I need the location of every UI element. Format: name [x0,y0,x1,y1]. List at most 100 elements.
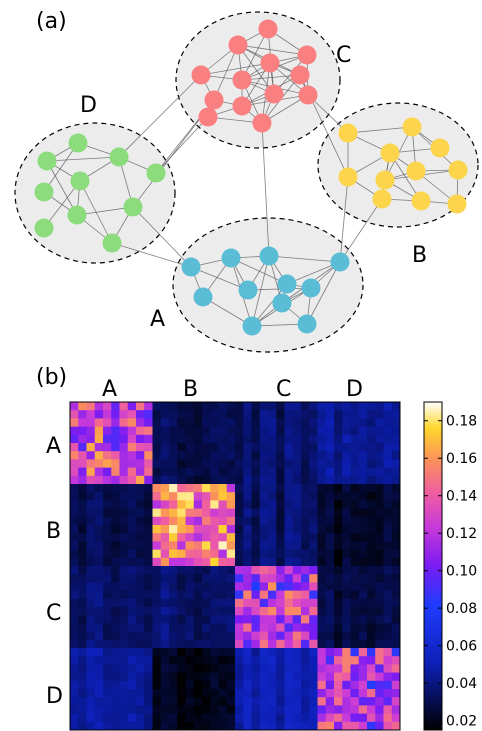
heatmap-cell [169,598,178,608]
heatmap-cell [218,689,228,698]
heatmap-cell [78,615,87,624]
heatmap-cell [177,508,186,518]
heatmap-cell [94,549,104,559]
heatmap-cell [325,648,335,657]
heatmap-cell [202,721,211,731]
heatmap-cell [251,410,261,419]
heatmap-cell [276,426,285,436]
edge [268,255,341,263]
heatmap-cell [292,680,302,690]
heatmap-cell [276,574,285,583]
heatmap-cell [342,672,351,682]
heatmap-cell [235,549,244,559]
community-c-label: C [336,43,351,68]
heatmap-cell [325,500,335,509]
heatmap-cell [218,451,228,460]
heatmap-cell [350,664,360,673]
heatmap-cell [70,418,79,427]
heatmap-cell [185,590,195,600]
heatmap-cell [152,598,162,608]
edge [155,116,209,174]
node-d [102,233,122,253]
heatmap-cell [70,525,79,534]
heatmap-cell [119,697,129,706]
heatmap-cell [350,434,360,444]
heatmap-cell [367,672,376,682]
heatmap-cell [177,598,186,608]
heatmap-cell [358,500,368,509]
heatmap-cell [334,689,343,698]
heatmap-cell [169,410,178,419]
heatmap-cell [136,525,145,534]
heatmap-cell [152,418,162,427]
heatmap-cell [375,680,384,690]
heatmap-cell [375,664,384,673]
heatmap-cell [284,459,294,468]
heatmap-cell [251,566,261,575]
heatmap-cell [119,623,129,632]
heatmap-cell [284,721,294,731]
heatmap-cell [185,434,195,444]
heatmap-cell [383,508,393,518]
heatmap-cell [251,607,261,616]
heatmap-cell [119,713,129,723]
heatmap-cell [218,639,228,649]
heatmap-cell [317,697,327,706]
heatmap-cell [127,598,137,608]
heatmap-cell [136,590,145,600]
heatmap-cell [342,443,351,452]
heatmap-cell [103,525,112,534]
heatmap-cell [160,402,170,411]
heatmap-cell [383,656,393,665]
heatmap-cell [292,459,302,468]
heatmap-cell [350,721,360,731]
heatmap-cell [367,418,376,427]
heatmap-cell [70,664,79,673]
heatmap-cell [144,680,153,690]
heatmap-cell [259,557,269,567]
heatmap-cell [235,418,244,427]
node-a [330,252,350,272]
heatmap-cell [136,607,145,616]
heatmap-cell [367,721,376,731]
heatmap-cell [177,721,186,731]
heatmap-cell [358,590,368,600]
heatmap-cell [169,705,178,714]
heatmap-cell [94,434,104,444]
heatmap-cell [367,500,376,509]
heatmap-cell [202,689,211,698]
heatmap-cell [259,574,269,583]
heatmap-cell [127,434,137,444]
heatmap-cell [276,516,285,526]
heatmap-cell [111,705,120,714]
heatmap-cell [226,697,236,706]
heatmap-cell [309,557,318,567]
heatmap-cell [383,525,393,534]
heatmap-cell [185,541,195,550]
heatmap-cell [94,500,104,509]
heatmap-cell [193,672,203,682]
heatmap-cell [301,598,310,608]
heatmap-cell [309,664,318,673]
heatmap-cell [111,566,120,575]
heatmap-cell [325,680,335,690]
heatmap-cell [301,672,310,682]
heatmap-cell [342,623,351,632]
heatmap-cell [276,443,285,452]
heatmap-cell [350,689,360,698]
heatmap-cell [127,721,137,731]
community-d-label: D [80,93,97,118]
heatmap-cell [325,672,335,682]
heatmap-cell [309,516,318,526]
heatmap-cell [350,426,360,436]
heatmap-cell [276,648,285,657]
heatmap-cell [243,467,252,477]
heatmap-cell [103,451,112,460]
heatmap-cell [86,492,96,501]
heatmap-cell [218,598,228,608]
heatmap-cell [103,639,112,649]
heatmap-cell [243,508,252,518]
heatmap-cell [136,467,145,477]
heatmap-cell [383,475,393,485]
heatmap-cell [119,516,129,526]
